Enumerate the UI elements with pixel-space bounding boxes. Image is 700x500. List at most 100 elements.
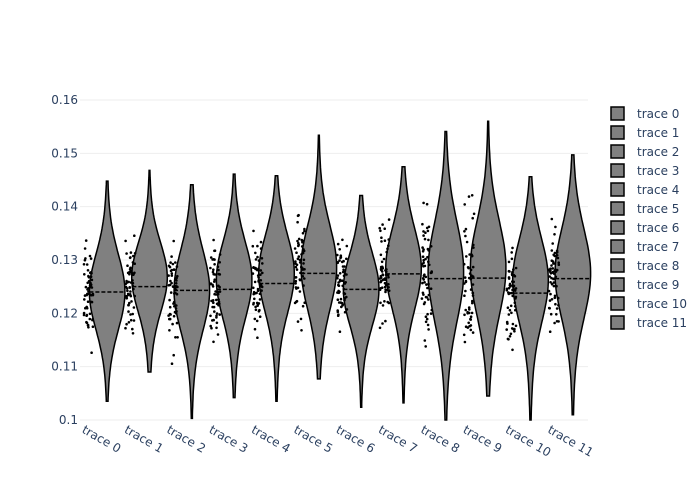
data-point — [126, 289, 129, 293]
data-point — [294, 260, 297, 263]
data-point — [261, 271, 264, 275]
data-point — [387, 218, 391, 221]
data-point — [129, 251, 133, 254]
data-point — [551, 271, 554, 274]
data-point — [337, 281, 340, 284]
data-point — [252, 292, 255, 296]
data-point — [217, 300, 221, 304]
data-point — [295, 268, 299, 271]
legend-label: trace 10 — [637, 297, 687, 311]
data-point — [254, 305, 257, 309]
data-point — [252, 229, 255, 233]
data-point — [426, 323, 430, 327]
legend-item-0[interactable]: trace 0 — [610, 106, 679, 121]
legend-label: trace 4 — [637, 183, 679, 197]
data-point — [384, 319, 387, 323]
data-point — [548, 330, 552, 334]
data-point — [471, 216, 475, 220]
data-point — [425, 202, 429, 206]
legend-item-4[interactable]: trace 4 — [610, 182, 679, 197]
data-point — [256, 304, 259, 308]
data-point — [89, 275, 93, 279]
data-point — [86, 281, 89, 285]
data-point — [259, 247, 263, 250]
data-point — [175, 265, 179, 268]
data-point — [337, 313, 340, 317]
data-point — [302, 284, 305, 287]
data-point — [252, 286, 255, 290]
legend-item-11[interactable]: trace 11 — [610, 315, 687, 330]
data-point — [387, 289, 391, 293]
y-tick-label: 0.12 — [51, 306, 78, 320]
data-point — [169, 291, 173, 294]
legend-item-7[interactable]: trace 7 — [610, 239, 679, 254]
data-point — [252, 303, 255, 306]
data-point — [175, 321, 179, 325]
legend-item-3[interactable]: trace 3 — [610, 163, 679, 178]
data-point — [379, 265, 383, 269]
data-point — [555, 307, 559, 310]
data-point — [88, 254, 92, 258]
data-point — [131, 284, 135, 288]
legend-item-5[interactable]: trace 5 — [610, 201, 679, 216]
data-point — [337, 284, 341, 288]
data-point — [343, 265, 346, 268]
data-point — [218, 253, 222, 256]
data-point — [213, 249, 216, 253]
data-point — [463, 276, 467, 279]
violin-9 — [462, 120, 507, 397]
data-point — [471, 265, 475, 269]
data-point — [131, 281, 135, 285]
data-point — [213, 273, 217, 276]
data-point — [341, 238, 344, 242]
y-tick-label: 0.14 — [51, 200, 78, 214]
data-point — [133, 234, 136, 237]
data-point — [553, 296, 557, 300]
data-point — [217, 290, 220, 294]
y-tick-label: 0.11 — [51, 360, 78, 374]
data-point — [169, 269, 173, 273]
legend-item-2[interactable]: trace 2 — [610, 144, 679, 159]
data-point — [218, 261, 221, 264]
data-point — [133, 271, 136, 275]
data-point — [172, 239, 175, 243]
data-point — [303, 229, 306, 233]
data-point — [345, 244, 349, 248]
data-point — [464, 289, 467, 293]
data-point — [513, 274, 517, 278]
legend-swatch — [610, 182, 625, 197]
legend-item-6[interactable]: trace 6 — [610, 220, 679, 235]
data-point — [510, 327, 514, 330]
data-point — [132, 254, 135, 258]
data-point — [336, 276, 339, 280]
data-point — [379, 229, 382, 233]
data-point — [381, 322, 384, 325]
data-point — [340, 305, 343, 309]
data-point — [172, 353, 175, 357]
data-point — [343, 297, 347, 300]
data-point — [421, 263, 424, 266]
data-point — [466, 310, 469, 314]
legend-item-8[interactable]: trace 8 — [610, 258, 679, 273]
legend-item-1[interactable]: trace 1 — [610, 125, 679, 140]
data-point — [387, 283, 390, 286]
data-point — [555, 313, 558, 316]
data-point — [170, 362, 174, 366]
data-point — [421, 246, 424, 249]
violin-shape — [469, 120, 507, 397]
data-point — [303, 277, 306, 280]
data-point — [174, 261, 177, 264]
data-point — [467, 306, 471, 309]
data-point — [553, 321, 556, 325]
data-point — [299, 271, 302, 275]
data-point — [556, 256, 560, 260]
data-point — [133, 262, 136, 266]
data-point — [379, 280, 383, 284]
data-point — [424, 315, 428, 319]
legend-item-10[interactable]: trace 10 — [610, 296, 687, 311]
legend-item-9[interactable]: trace 9 — [610, 277, 679, 292]
data-point — [385, 250, 389, 254]
legend-label: trace 11 — [637, 316, 687, 330]
legend[interactable]: trace 0 trace 1 trace 2 trace 3 trace 4 trace… — [610, 106, 687, 330]
data-point — [342, 259, 345, 263]
